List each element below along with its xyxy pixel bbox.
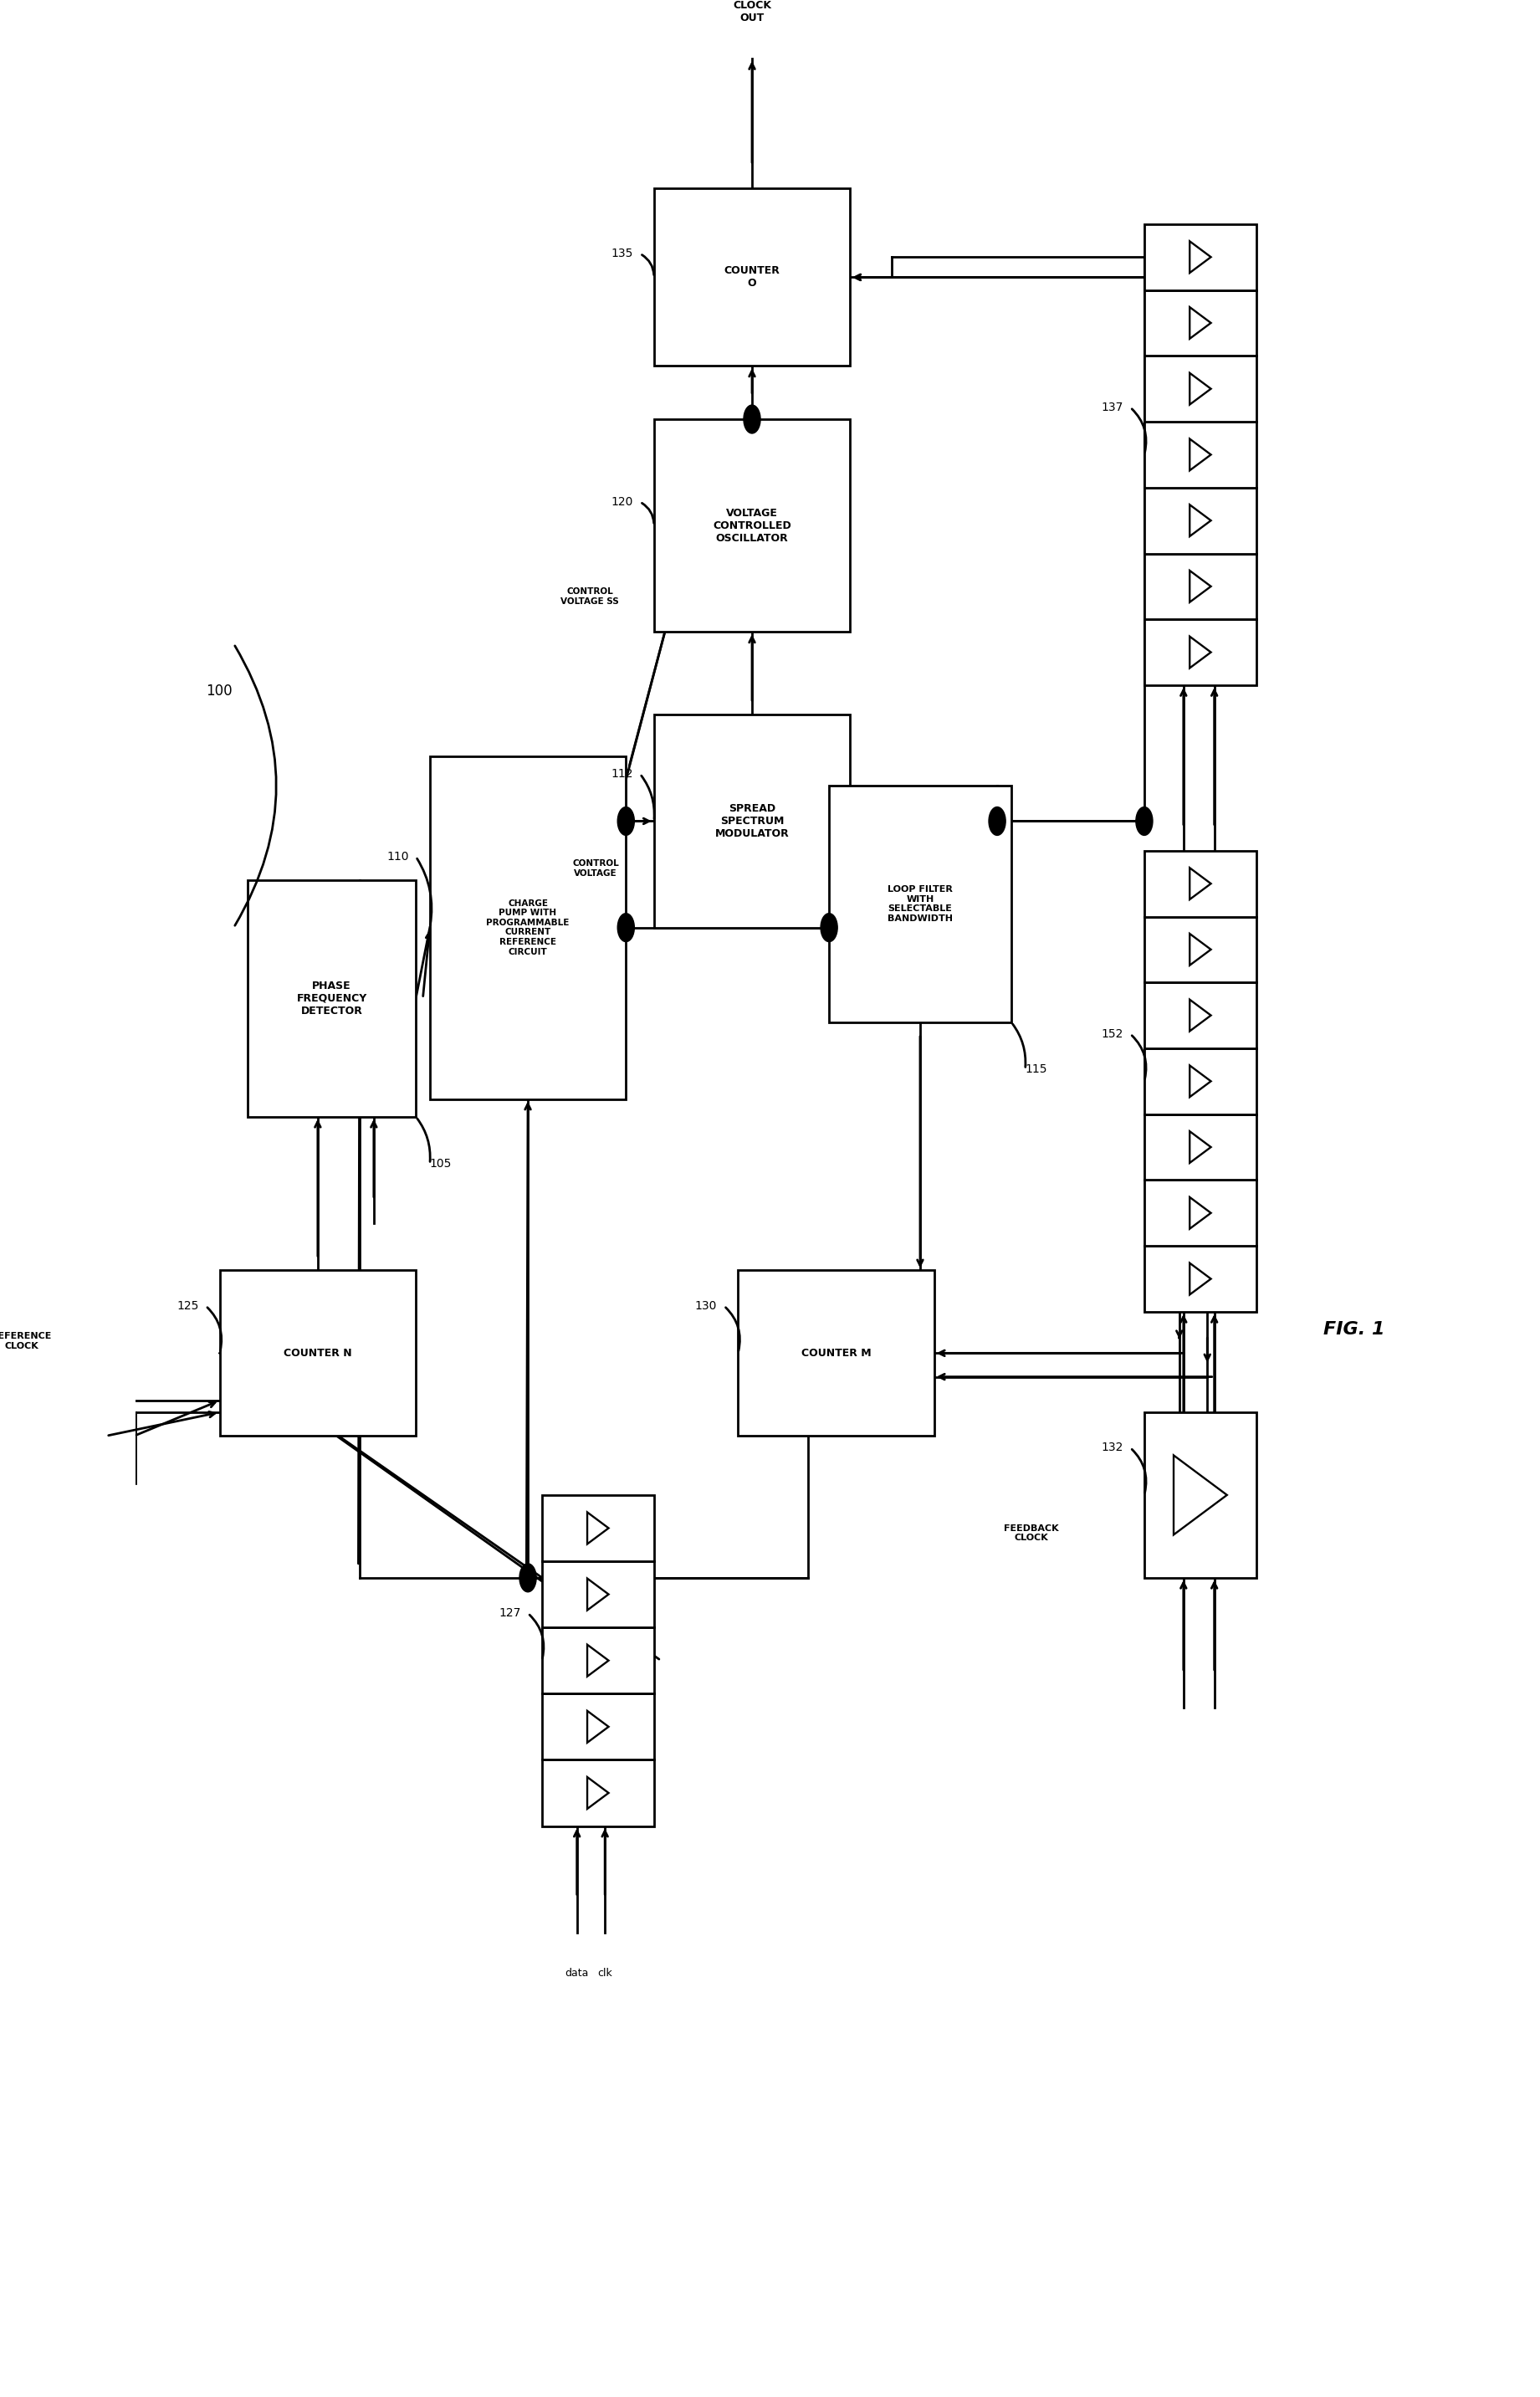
- FancyBboxPatch shape: [1144, 1047, 1257, 1115]
- FancyBboxPatch shape: [1144, 422, 1257, 487]
- Text: COUNTER
O: COUNTER O: [724, 266, 779, 290]
- FancyBboxPatch shape: [1144, 916, 1257, 983]
- FancyBboxPatch shape: [248, 880, 416, 1117]
- FancyBboxPatch shape: [220, 1270, 416, 1436]
- Text: COUNTER M: COUNTER M: [801, 1347, 872, 1359]
- Circle shape: [1137, 808, 1152, 834]
- FancyBboxPatch shape: [1144, 983, 1257, 1047]
- Text: VOLTAGE
CONTROLLED
OSCILLATOR: VOLTAGE CONTROLLED OSCILLATOR: [713, 508, 792, 544]
- FancyBboxPatch shape: [430, 755, 625, 1098]
- Text: 115: 115: [1026, 1064, 1047, 1076]
- Text: 112: 112: [611, 767, 633, 779]
- Text: data: data: [565, 1968, 588, 1980]
- Text: 120: 120: [611, 496, 633, 508]
- FancyBboxPatch shape: [1144, 1115, 1257, 1179]
- FancyBboxPatch shape: [738, 1270, 935, 1436]
- Text: clk: clk: [598, 1968, 613, 1980]
- Text: 130: 130: [695, 1299, 718, 1311]
- Text: PHASE
FREQUENCY
DETECTOR: PHASE FREQUENCY DETECTOR: [297, 980, 367, 1016]
- FancyBboxPatch shape: [542, 1695, 654, 1759]
- Text: 127: 127: [499, 1608, 521, 1618]
- FancyBboxPatch shape: [1144, 355, 1257, 422]
- Text: 105: 105: [430, 1158, 451, 1170]
- FancyBboxPatch shape: [1144, 618, 1257, 686]
- FancyBboxPatch shape: [1144, 1246, 1257, 1311]
- Text: 100: 100: [206, 683, 233, 698]
- Text: FIG. 1: FIG. 1: [1324, 1321, 1384, 1338]
- FancyBboxPatch shape: [542, 1628, 654, 1695]
- FancyBboxPatch shape: [542, 1759, 654, 1827]
- Text: CONTROL
VOLTAGE SS: CONTROL VOLTAGE SS: [561, 587, 619, 606]
- FancyBboxPatch shape: [542, 1496, 654, 1560]
- FancyBboxPatch shape: [1144, 1179, 1257, 1246]
- FancyBboxPatch shape: [1144, 223, 1257, 290]
- Text: COUNTER N: COUNTER N: [283, 1347, 353, 1359]
- Text: CONTROL
VOLTAGE: CONTROL VOLTAGE: [573, 861, 619, 877]
- Text: 137: 137: [1101, 403, 1123, 412]
- FancyBboxPatch shape: [1144, 290, 1257, 355]
- Circle shape: [744, 405, 761, 434]
- FancyBboxPatch shape: [829, 786, 1012, 1021]
- Text: CHARGE
PUMP WITH
PROGRAMMABLE
CURRENT
REFERENCE
CIRCUIT: CHARGE PUMP WITH PROGRAMMABLE CURRENT RE…: [487, 899, 570, 956]
- FancyBboxPatch shape: [654, 419, 850, 633]
- FancyBboxPatch shape: [654, 189, 850, 367]
- Circle shape: [519, 1563, 536, 1592]
- Text: REFERENCE
CLOCK: REFERENCE CLOCK: [0, 1333, 51, 1350]
- Circle shape: [821, 913, 838, 942]
- Circle shape: [618, 808, 634, 834]
- Text: CLOCK
OUT: CLOCK OUT: [733, 0, 772, 24]
- FancyBboxPatch shape: [1144, 851, 1257, 916]
- FancyBboxPatch shape: [1144, 554, 1257, 618]
- FancyBboxPatch shape: [1144, 1412, 1257, 1577]
- Circle shape: [989, 808, 1006, 834]
- Text: FEEDBACK
CLOCK: FEEDBACK CLOCK: [1004, 1524, 1060, 1541]
- FancyBboxPatch shape: [654, 714, 850, 928]
- Text: 152: 152: [1101, 1028, 1123, 1040]
- Text: LOOP FILTER
WITH
SELECTABLE
BANDWIDTH: LOOP FILTER WITH SELECTABLE BANDWIDTH: [887, 884, 953, 923]
- FancyBboxPatch shape: [542, 1560, 654, 1628]
- Text: 125: 125: [177, 1299, 199, 1311]
- Text: 135: 135: [611, 247, 633, 259]
- Circle shape: [618, 913, 634, 942]
- Text: 132: 132: [1101, 1443, 1123, 1453]
- FancyBboxPatch shape: [1144, 487, 1257, 554]
- Text: SPREAD
SPECTRUM
MODULATOR: SPREAD SPECTRUM MODULATOR: [715, 803, 788, 839]
- Text: 110: 110: [387, 851, 408, 863]
